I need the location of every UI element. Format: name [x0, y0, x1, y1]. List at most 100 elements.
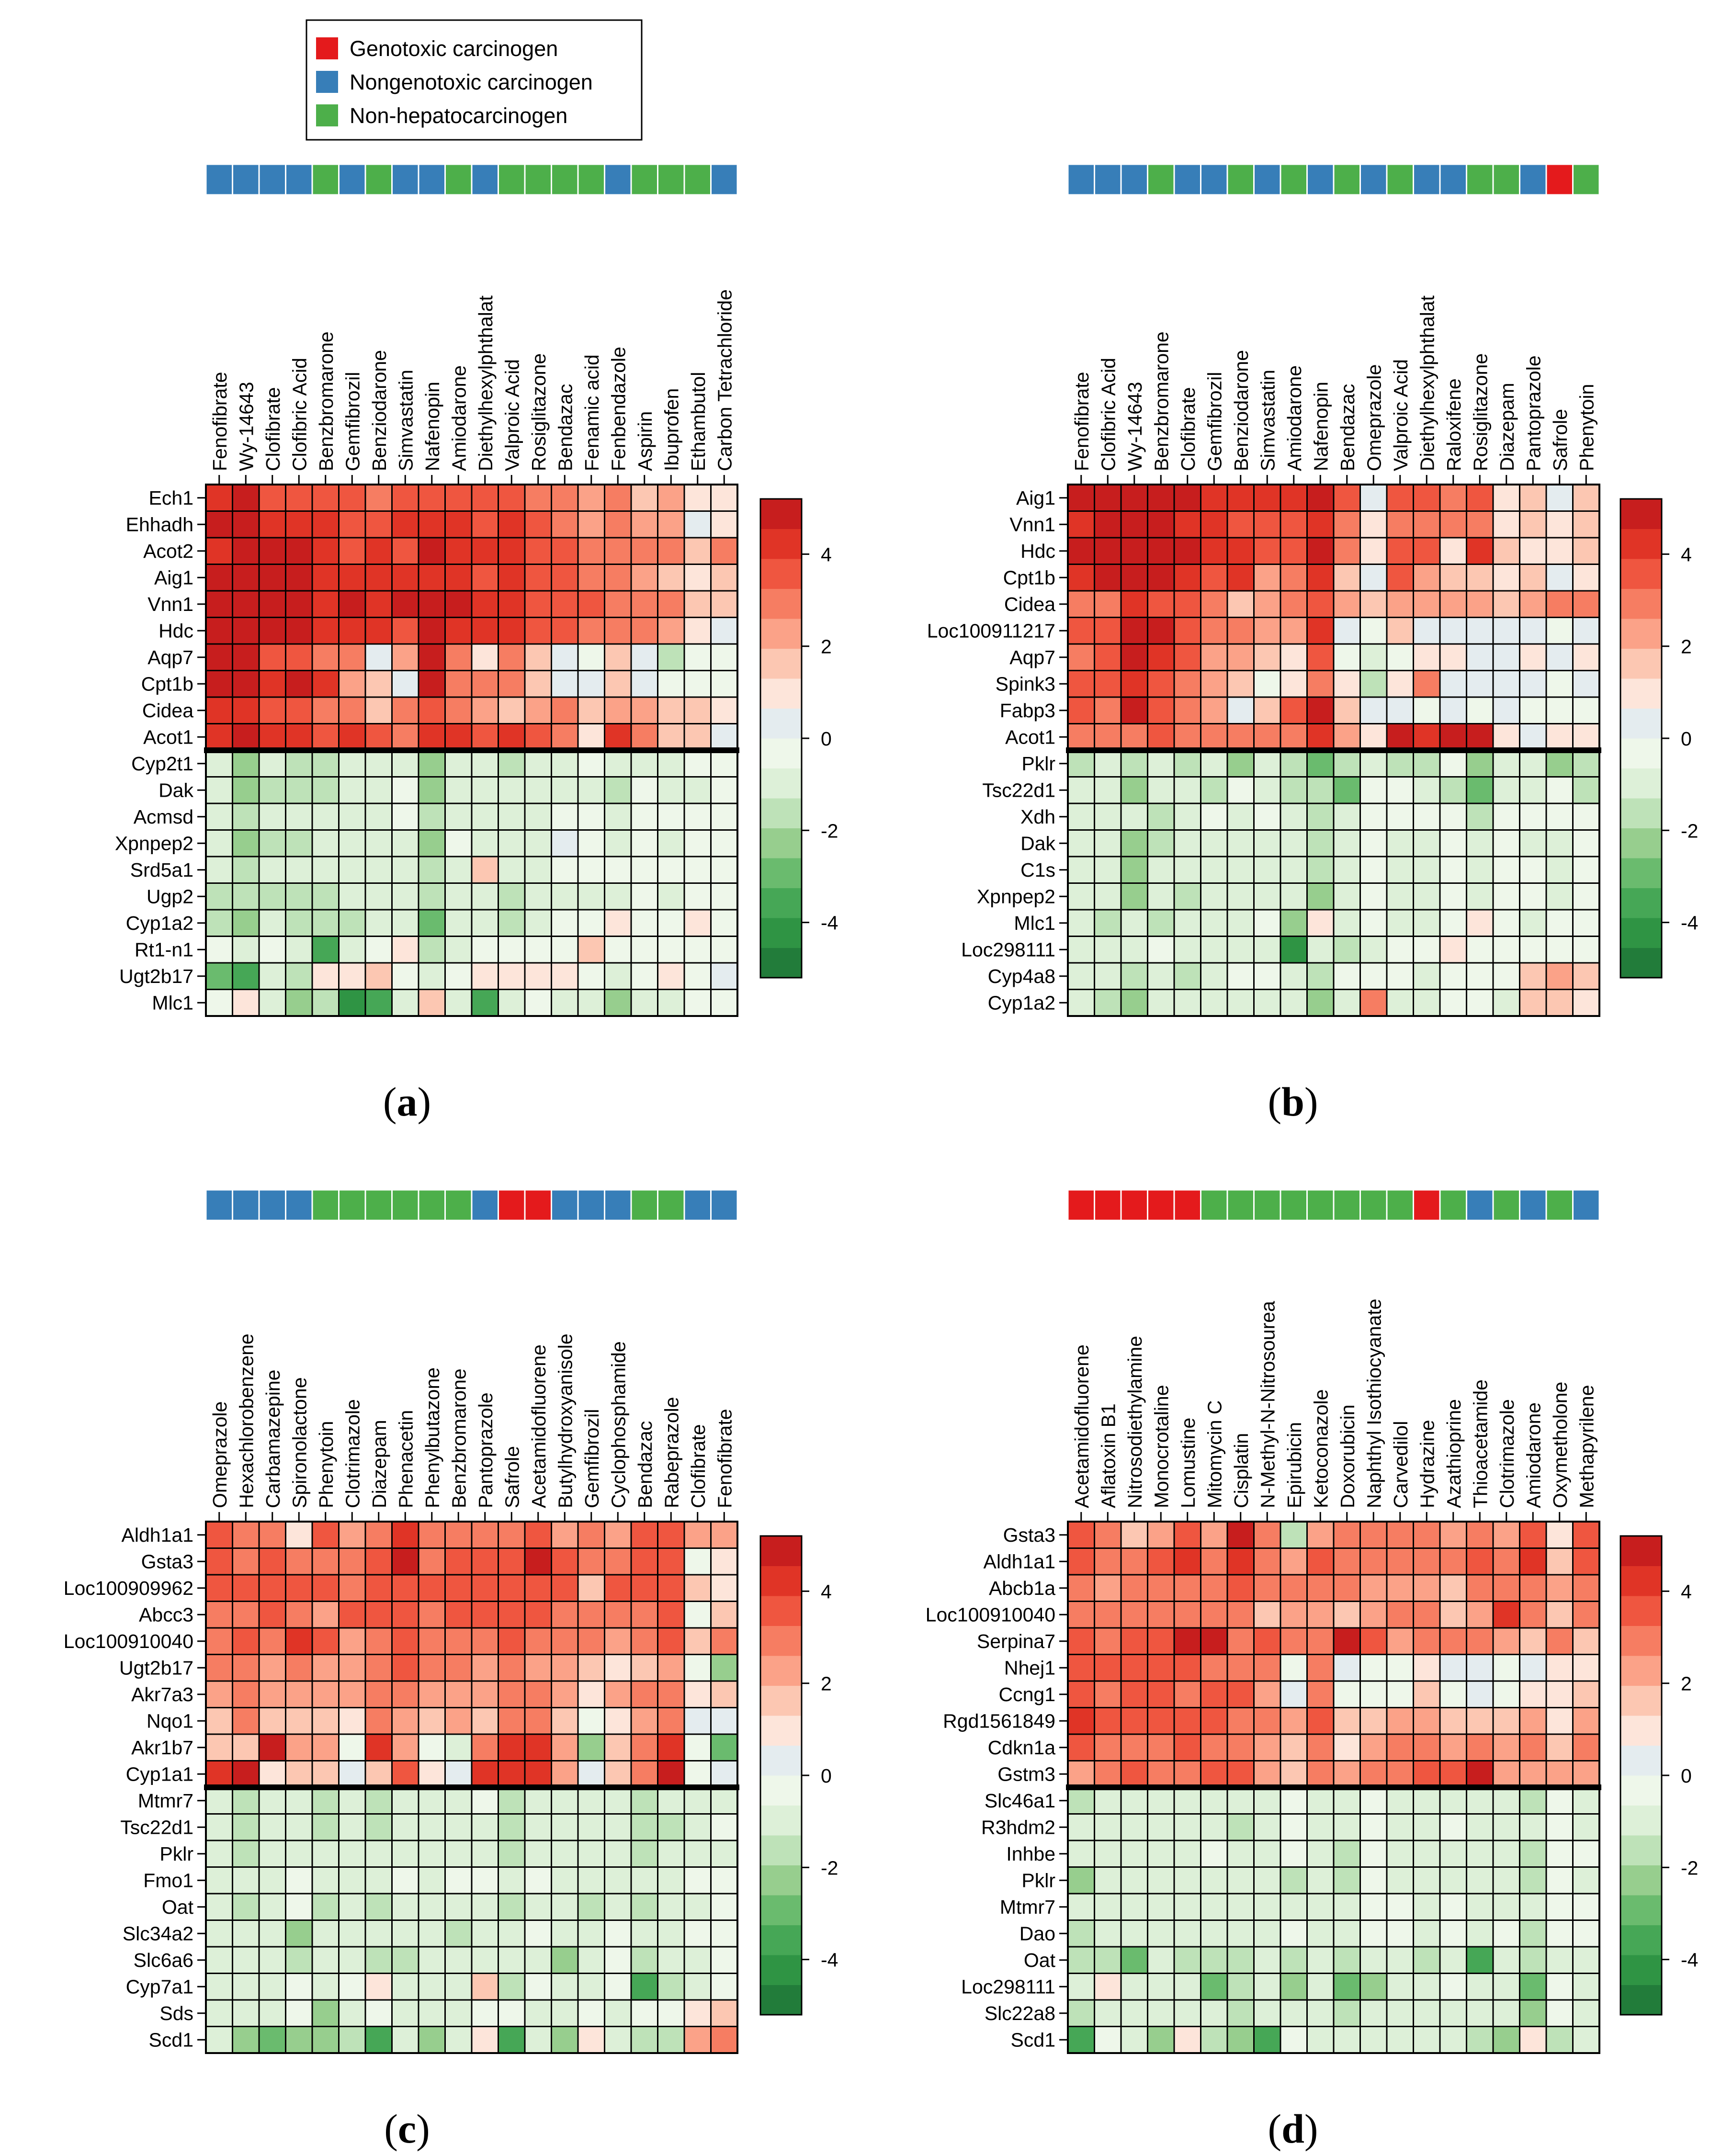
- heatmap-cell: [1226, 1840, 1255, 1868]
- heatmap-cell: [604, 776, 632, 804]
- heatmap-cell: [205, 617, 233, 645]
- heatmap-cell: [1413, 882, 1441, 911]
- heatmap-cell: [1386, 1627, 1414, 1655]
- class-indicator-4: [1147, 1189, 1175, 1221]
- heatmap-cell: [657, 989, 685, 1017]
- colorbar-segment: [1620, 738, 1662, 768]
- column-label: Clotrimazole: [1496, 1399, 1518, 1508]
- heatmap-cell: [657, 962, 685, 990]
- heatmap-cell: [471, 989, 499, 1017]
- heatmap-cell: [657, 1946, 685, 1974]
- panel-label: (b): [1268, 1079, 1318, 1125]
- heatmap-cell: [205, 1574, 233, 1602]
- heatmap-cell: [577, 1973, 605, 2001]
- heatmap-cell: [657, 1999, 685, 2027]
- heatmap-cell: [683, 802, 712, 831]
- heatmap-cell: [364, 1574, 393, 1602]
- heatmap-cell: [311, 909, 340, 937]
- heatmap-cell: [1120, 1521, 1148, 1549]
- heatmap-cell: [338, 1813, 366, 1841]
- heatmap-cell: [205, 590, 233, 618]
- heatmap-cell: [498, 749, 526, 778]
- heatmap-cell: [524, 1999, 552, 2027]
- class-indicator-4: [285, 163, 313, 196]
- heatmap-cell: [391, 537, 419, 565]
- heatmap-cell: [1492, 617, 1520, 645]
- heatmap-cell: [551, 1601, 579, 1629]
- heatmap-cell: [1386, 1574, 1414, 1602]
- heatmap-cell: [683, 829, 712, 858]
- heatmap-cell: [444, 696, 473, 724]
- heatmap-cell: [577, 723, 605, 751]
- colorbar-segment: [1620, 1685, 1662, 1716]
- heatmap-cell: [1200, 1601, 1228, 1629]
- column-label: Thioacetamide: [1469, 1379, 1491, 1508]
- column-label: Fenofibrate: [1071, 372, 1093, 471]
- heatmap-cell: [657, 2026, 685, 2054]
- heatmap-cell: [524, 1866, 552, 1895]
- heatmap-cell: [1226, 1866, 1255, 1895]
- heatmap-cell: [1466, 1813, 1494, 1841]
- heatmap-cell: [1306, 670, 1335, 698]
- heatmap-cell: [1439, 617, 1467, 645]
- row-label: Loc298111: [961, 938, 1055, 960]
- row-label: Dak: [159, 779, 193, 801]
- class-indicator-11: [471, 1189, 499, 1221]
- heatmap-cell: [338, 564, 366, 592]
- heatmap-cell: [1545, 829, 1574, 858]
- heatmap-cell: [1519, 1733, 1547, 1761]
- heatmap-cell: [710, 1601, 738, 1629]
- heatmap-cell: [1413, 1627, 1441, 1655]
- heatmap-cell: [604, 564, 632, 592]
- heatmap-cell: [1147, 882, 1175, 911]
- colorbar-tick-label: -2: [1681, 820, 1698, 842]
- heatmap-cell: [285, 749, 313, 778]
- heatmap-cell: [391, 882, 419, 911]
- heatmap-cell: [471, 510, 499, 539]
- heatmap-cell: [258, 1866, 286, 1895]
- row-label: Gstm3: [997, 1763, 1055, 1785]
- heatmap-cell: [630, 749, 658, 778]
- heatmap-cell: [630, 670, 658, 698]
- heatmap-cell: [258, 856, 286, 884]
- heatmap-cell: [471, 802, 499, 831]
- heatmap-cell: [1120, 1574, 1148, 1602]
- heatmap-cell: [1439, 2026, 1467, 2054]
- colorbar-segment: [760, 948, 802, 978]
- heatmap-cell: [232, 1946, 260, 1974]
- heatmap-cell: [1200, 643, 1228, 671]
- heatmap-cell: [577, 696, 605, 724]
- heatmap-cell: [1094, 909, 1122, 937]
- heatmap-cell: [258, 829, 286, 858]
- heatmap-cell: [1466, 1919, 1494, 1948]
- heatmap-cell: [683, 749, 712, 778]
- heatmap-cell: [364, 909, 393, 937]
- heatmap-cell: [338, 670, 366, 698]
- heatmap-cell: [1492, 1627, 1520, 1655]
- column-label: Nafenopin: [1310, 382, 1332, 471]
- colorbar-segment: [1620, 1716, 1662, 1746]
- heatmap-cell: [1147, 1999, 1175, 2027]
- heatmap-cell: [1359, 1919, 1388, 1948]
- heatmap-cell: [418, 510, 446, 539]
- heatmap-cell: [1413, 590, 1441, 618]
- heatmap-cell: [1280, 537, 1308, 565]
- heatmap-cell: [1173, 962, 1201, 990]
- colorbar-segment: [1620, 1625, 1662, 1656]
- heatmap-cell: [232, 696, 260, 724]
- heatmap-cell: [1466, 1786, 1494, 1815]
- heatmap-cell: [1333, 510, 1361, 539]
- heatmap-cell: [1200, 909, 1228, 937]
- column-label: Naphthyl Isothiocyanate: [1363, 1298, 1385, 1508]
- heatmap-cell: [418, 696, 446, 724]
- heatmap-cell: [1572, 723, 1600, 751]
- heatmap-cell: [1519, 882, 1547, 911]
- class-indicator-11: [1333, 163, 1361, 196]
- heatmap-cell: [1067, 537, 1095, 565]
- class-indicator-20: [710, 163, 738, 196]
- heatmap-cell: [1173, 617, 1201, 645]
- class-indicator-8: [1253, 1189, 1281, 1221]
- heatmap-cell: [604, 1627, 632, 1655]
- heatmap-cell: [1545, 723, 1574, 751]
